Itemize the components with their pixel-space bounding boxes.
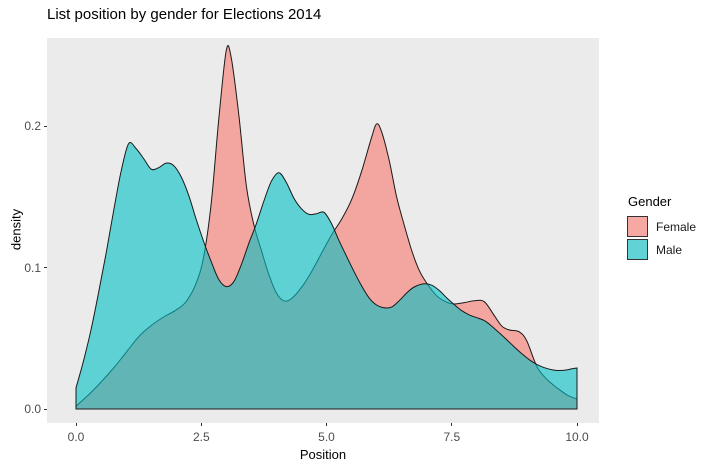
x-tick-mark — [75, 423, 77, 426]
y-tick-label: 0.2 — [24, 119, 41, 133]
y-axis-title: density — [8, 208, 24, 251]
legend-label-male: Male — [656, 242, 683, 257]
density-curves — [75, 45, 578, 410]
x-tick-label: 0.0 — [67, 430, 85, 444]
legend-entry-female: Female — [627, 216, 696, 237]
y-tick-mark — [44, 267, 47, 268]
legend-label-female: Female — [656, 219, 697, 234]
x-tick-mark — [451, 423, 453, 426]
x-tick-mark — [200, 423, 202, 426]
density-area-male — [75, 142, 578, 410]
legend-title: Gender — [628, 194, 672, 209]
x-tick-label: 10.0 — [565, 430, 589, 444]
x-tick-mark — [576, 423, 578, 426]
y-tick-label: 0.0 — [24, 402, 41, 416]
x-tick-label: 2.5 — [192, 430, 210, 444]
x-tick-mark — [326, 423, 327, 426]
y-tick-mark — [44, 125, 47, 127]
female-swatch — [627, 216, 648, 237]
x-tick-label: 7.5 — [443, 430, 461, 444]
plot-title: List position by gender for Elections 20… — [47, 6, 322, 23]
plot-panel — [47, 38, 599, 423]
x-axis-title: Position — [299, 447, 347, 462]
x-tick-label: 5.0 — [318, 430, 335, 444]
y-tick-label: 0.1 — [24, 260, 41, 275]
legend-entry-male: Male — [627, 239, 696, 260]
y-tick-mark — [44, 408, 47, 410]
legend: Gender Female Male — [627, 194, 696, 262]
male-swatch — [627, 239, 648, 260]
